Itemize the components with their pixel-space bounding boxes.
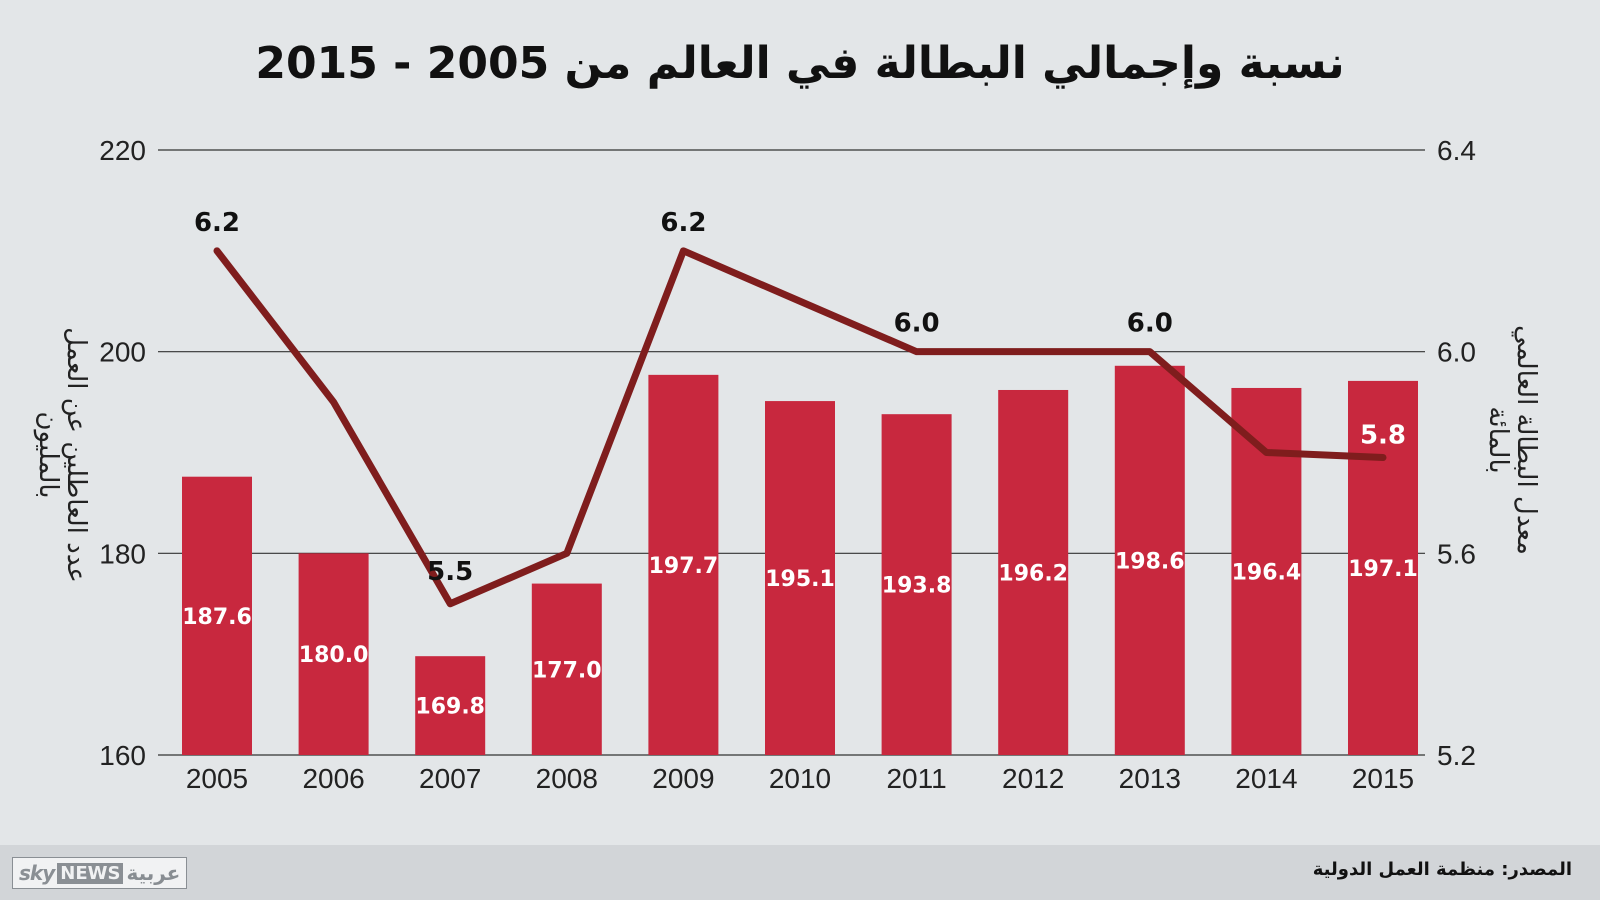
bar [1114,365,1185,755]
bar-value-label: 187.6 [182,605,252,630]
bar [998,389,1069,755]
bar [1348,380,1418,755]
x-tick-label: 2008 [536,763,598,794]
x-tick-label: 2012 [1002,763,1064,794]
x-tick-label: 2011 [886,763,946,794]
source-note: المصدر: منظمة العمل الدولية [1312,859,1572,880]
right-axis-label-line1: معدل البطالة العالمي [1511,325,1541,555]
left-tick-label: 180 [99,538,146,569]
axis-ticks: 160 180 200 220 5.2 5.6 6.0 6.4 2005 2006 2007 2008… [99,135,1476,794]
right-axis-label-line2: بالمائة [1483,406,1513,473]
bar-value-label: 196.4 [1232,560,1302,585]
bar-value-label: 198.6 [1115,549,1185,574]
rate-point-label: 5.5 [427,557,473,587]
bar-value-label: 197.1 [1348,557,1418,582]
x-tick-label: 2015 [1352,763,1414,794]
bar-value-label: 169.8 [415,695,485,720]
bar [415,656,486,755]
bar-value-label: 195.1 [765,567,835,592]
bar [765,401,835,755]
bar-value-label: 196.2 [998,561,1068,586]
x-tick-label: 2007 [419,763,481,794]
left-tick-label: 220 [99,135,146,166]
logo-news: NEWS [57,862,124,884]
bar-value-label: 177.0 [532,658,602,683]
x-tick-label: 2010 [769,763,831,794]
bar-value-label: 197.7 [649,554,719,579]
x-tick-label: 2014 [1235,763,1297,794]
rate-point-label: 6.2 [660,208,706,238]
x-tick-label: 2009 [652,763,714,794]
left-tick-label: 160 [99,740,146,771]
right-tick-label: 6.4 [1437,135,1476,166]
logo-arabic: عربية [126,861,181,885]
bar [182,476,252,755]
rate-point-label: 6.2 [194,208,240,238]
rate-line-path [213,247,1387,608]
right-tick-label: 5.2 [1437,740,1476,771]
right-tick-label: 5.6 [1437,538,1476,569]
left-tick-label: 200 [99,337,146,368]
footer: sky NEWS عربية المصدر: منظمة العمل الدول… [0,845,1600,900]
x-tick-label: 2013 [1119,763,1181,794]
bar [298,553,369,755]
rate-point-label: 5.8 [1360,421,1406,451]
right-tick-label: 6.0 [1437,337,1476,368]
bar [531,583,602,755]
bar-value-label: 180.0 [299,643,369,668]
chart-title: نسبة وإجمالي البطالة في العالم من 2005 -… [255,38,1344,89]
bars [182,365,1418,755]
rate-line [213,247,1387,608]
bar [648,374,719,755]
bar-value-label: 193.8 [882,574,952,599]
rate-point-label: 6.0 [894,309,940,339]
chart: نسبة وإجمالي البطالة في العالم من 2005 -… [33,38,1541,794]
logo-sky: sky [19,861,55,885]
sky-news-arabia-logo: sky NEWS عربية [12,857,188,889]
bar [881,414,952,755]
rate-point-label: 6.0 [1127,309,1173,339]
left-axis-label-line1: عدد العاطلين عن العمل [61,327,91,583]
data-labels: 187.6 180.0 169.8 177.0 197.7 195.1 193.8 196.2… [182,208,1418,720]
left-axis-label-line2: بالمليون [33,411,63,498]
x-tick-label: 2006 [302,763,364,794]
x-tick-label: 2005 [186,763,248,794]
